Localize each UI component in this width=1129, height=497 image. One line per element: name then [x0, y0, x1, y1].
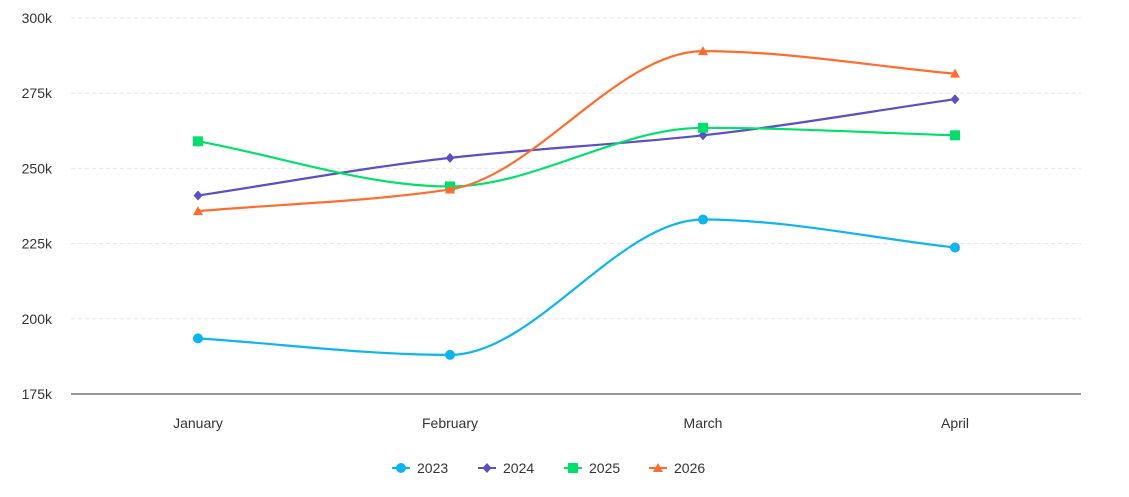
legend-label: 2024 — [503, 460, 534, 476]
legend-item-2023[interactable]: 2023 — [392, 460, 448, 476]
y-tick-label: 175k — [22, 386, 53, 402]
data-point — [950, 242, 960, 253]
data-point — [950, 130, 960, 141]
legend-item-2024[interactable]: 2024 — [478, 460, 534, 476]
data-point — [698, 214, 708, 225]
legend-label: 2026 — [674, 460, 705, 476]
data-point — [698, 122, 708, 133]
y-tick-label: 250k — [22, 160, 53, 176]
data-point — [950, 68, 960, 78]
data-point — [445, 152, 455, 163]
y-tick-label: 225k — [22, 236, 53, 252]
y-tick-label: 300k — [22, 10, 53, 26]
x-tick-label: March — [684, 415, 723, 431]
legend-marker — [482, 463, 492, 473]
legend-item-2025[interactable]: 2025 — [564, 460, 620, 476]
legend-marker — [396, 463, 406, 473]
data-point — [698, 46, 708, 56]
grid — [71, 17, 1081, 320]
x-axis: January February March April — [71, 393, 1081, 431]
x-tick-label: April — [941, 415, 969, 431]
series-group — [193, 46, 960, 360]
data-point — [698, 130, 708, 141]
x-tick-label: January — [173, 415, 223, 431]
data-point — [445, 184, 455, 194]
series-line — [196, 126, 957, 188]
series-2023 — [193, 214, 960, 360]
legend-item-2026[interactable]: 2026 — [649, 460, 705, 476]
series-2025 — [193, 122, 960, 192]
data-point — [193, 333, 203, 344]
legend-label: 2025 — [589, 460, 620, 476]
legend: 2023 2024 2025 2026 — [392, 460, 705, 476]
data-point — [193, 190, 203, 201]
legend-label: 2023 — [417, 460, 448, 476]
legend-marker — [568, 463, 578, 473]
y-tick-label: 200k — [22, 311, 53, 327]
series-2026 — [193, 46, 960, 216]
y-tick-label: 275k — [22, 85, 53, 101]
data-point — [950, 94, 960, 105]
x-tick-label: February — [422, 415, 478, 431]
series-line — [196, 98, 957, 197]
data-point — [445, 349, 455, 360]
series-2024 — [193, 94, 960, 201]
data-point — [193, 206, 203, 216]
y-axis: 175k 200k 225k 250k 275k 300k — [22, 10, 53, 402]
series-line — [196, 49, 957, 213]
series-line — [196, 218, 957, 356]
legend-marker — [653, 463, 663, 472]
data-point — [193, 136, 203, 147]
